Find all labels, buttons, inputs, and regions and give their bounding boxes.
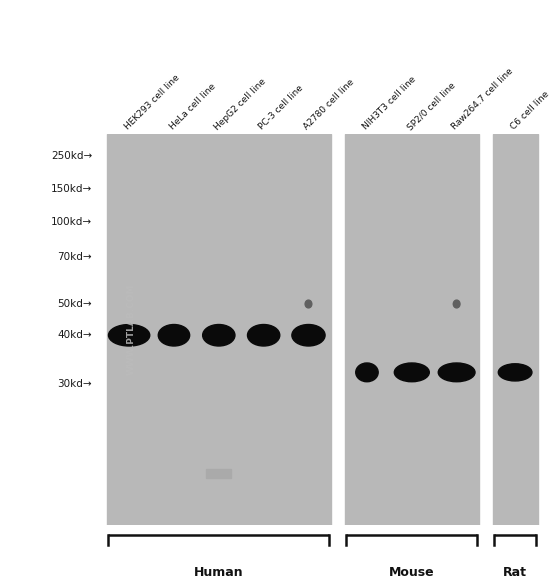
Bar — [345, 134, 479, 525]
Ellipse shape — [439, 363, 475, 382]
Text: A2780 cell line: A2780 cell line — [302, 78, 356, 132]
Ellipse shape — [394, 363, 429, 382]
Text: 30kd→: 30kd→ — [58, 379, 92, 389]
Ellipse shape — [248, 325, 280, 346]
Bar — [206, 469, 231, 478]
Text: C6 cell line: C6 cell line — [509, 90, 551, 132]
Ellipse shape — [292, 325, 325, 346]
Ellipse shape — [498, 364, 532, 381]
Text: 70kd→: 70kd→ — [58, 252, 92, 262]
Text: Rat: Rat — [503, 566, 527, 579]
Text: Raw264.7 cell line: Raw264.7 cell line — [450, 67, 515, 132]
Ellipse shape — [356, 363, 378, 382]
Ellipse shape — [305, 300, 312, 308]
Ellipse shape — [158, 325, 190, 346]
Text: HEK293 cell line: HEK293 cell line — [123, 73, 181, 132]
Text: WWW.PTLAB.COM: WWW.PTLAB.COM — [127, 284, 135, 375]
Text: NIH3T3 cell line: NIH3T3 cell line — [361, 75, 418, 132]
Text: SP2/0 cell line: SP2/0 cell line — [405, 80, 457, 132]
Text: Human: Human — [194, 566, 244, 579]
Text: HeLa cell line: HeLa cell line — [168, 82, 217, 132]
Text: 150kd→: 150kd→ — [51, 184, 92, 194]
Text: 250kd→: 250kd→ — [51, 150, 92, 160]
Ellipse shape — [202, 325, 235, 346]
Bar — [493, 134, 538, 525]
Text: HepG2 cell line: HepG2 cell line — [212, 76, 268, 132]
Ellipse shape — [108, 325, 150, 346]
Text: 40kd→: 40kd→ — [58, 330, 92, 340]
Text: PC-3 cell line: PC-3 cell line — [257, 84, 305, 132]
Text: 100kd→: 100kd→ — [51, 217, 92, 227]
Text: Mouse: Mouse — [389, 566, 435, 579]
Ellipse shape — [453, 300, 460, 308]
Text: 50kd→: 50kd→ — [58, 299, 92, 309]
Bar — [107, 134, 331, 525]
